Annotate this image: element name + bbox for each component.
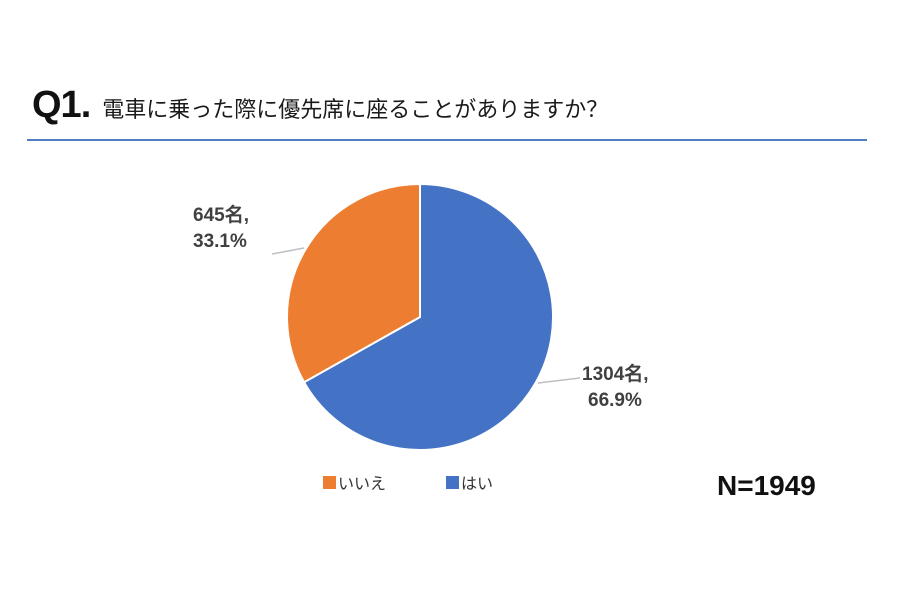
pie-slice-yes [302, 182, 555, 451]
legend-item-yes: はい [446, 470, 493, 494]
legend-label-no: いいえ [338, 474, 387, 493]
question-text: 電車に乗った際に優先席に座ることがありますか？ [102, 98, 609, 123]
title-divider [27, 139, 867, 141]
pct-yes: 66.9% [588, 390, 642, 411]
data-label-no: 645名, 33.1% [193, 203, 249, 255]
legend-item-no: いいえ [323, 470, 386, 494]
legend-label-yes: はい [461, 474, 494, 493]
data-label-yes: 1304名, 66.9% [582, 362, 649, 414]
question-number: Q1. [32, 84, 91, 126]
chart-title: Q1. 電車に乗った際に優先席に座ることがありますか？ [32, 84, 608, 127]
count-yes: 1304名, [582, 364, 649, 385]
pct-no: 33.1% [193, 231, 247, 252]
sample-size: N=1949 [717, 470, 816, 501]
leader-line-no [271, 247, 305, 255]
legend-swatch-orange [323, 475, 336, 489]
legend-swatch-blue [446, 475, 459, 489]
pie-slice-no [286, 182, 421, 384]
count-no: 645名, [193, 205, 249, 226]
leader-line-yes [537, 377, 581, 384]
